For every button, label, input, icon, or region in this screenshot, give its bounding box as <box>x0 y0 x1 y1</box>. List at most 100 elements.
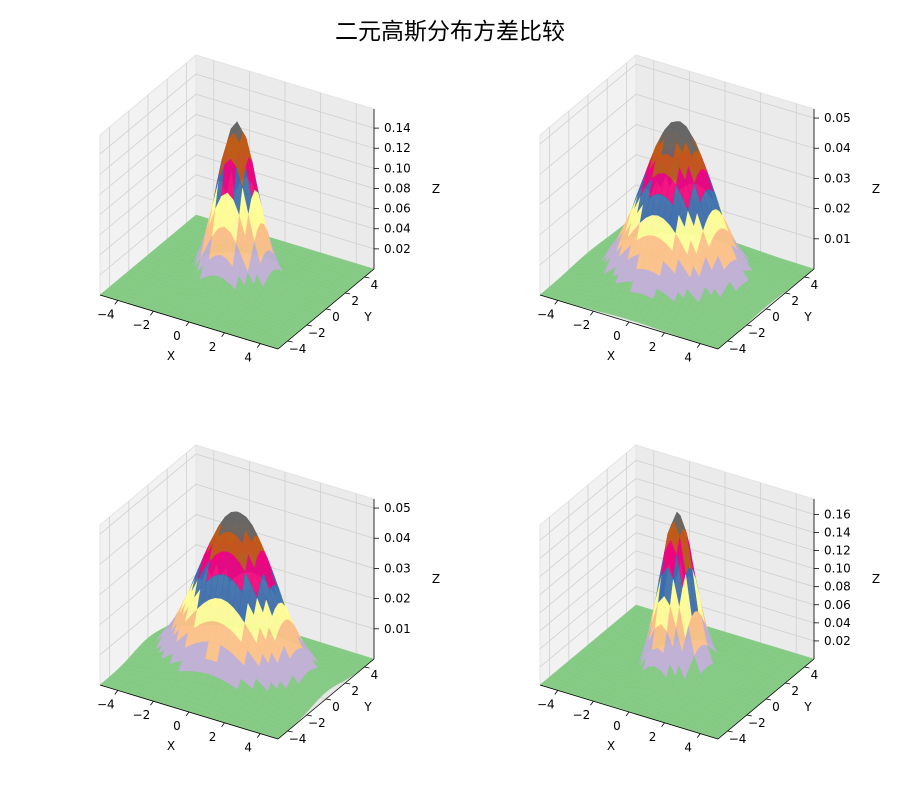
x-tick-label: −4 <box>537 307 555 321</box>
surface <box>99 121 375 350</box>
grid-line <box>99 453 375 535</box>
z-tick-label: 0.03 <box>384 561 411 575</box>
x-tick <box>661 332 665 338</box>
y-axis-label: Y <box>363 700 372 714</box>
x-tick-label: 0 <box>173 329 181 343</box>
z-tick-label: 0.02 <box>384 242 411 256</box>
z-tick-label: 0.12 <box>384 141 411 155</box>
x-tick <box>114 300 119 305</box>
y-tick-label: 0 <box>332 310 340 324</box>
y-axis-label: Y <box>363 310 372 324</box>
y-axis-label: Y <box>803 700 812 714</box>
z-tick-label: 0.04 <box>384 531 411 545</box>
z-tick-label: 0.12 <box>824 544 851 558</box>
y-tick <box>785 292 791 295</box>
x-tick-label: 4 <box>684 351 692 365</box>
x-tick-label: 0 <box>173 719 181 733</box>
x-tick <box>696 733 701 738</box>
x-tick <box>221 722 225 728</box>
z-tick-label: 0.05 <box>824 111 851 125</box>
x-tick-label: −2 <box>133 318 151 332</box>
y-tick-label: −4 <box>289 732 307 746</box>
y-tick-label: 2 <box>791 294 799 308</box>
grid-line <box>539 184 815 266</box>
x-axis-label: X <box>167 349 175 363</box>
grid-line <box>99 174 375 256</box>
y-tick-label: 0 <box>772 700 780 714</box>
x-tick-label: −2 <box>573 318 591 332</box>
x-tick <box>554 300 559 305</box>
y-tick <box>364 666 370 669</box>
x-tick <box>256 733 261 738</box>
z-tick-label: 0.05 <box>384 501 411 515</box>
z-tick-label: 0.01 <box>384 622 411 636</box>
y-tick-label: 4 <box>811 668 819 682</box>
z-tick-label: 0.04 <box>824 141 851 155</box>
y-tick-label: 2 <box>351 294 359 308</box>
y-tick <box>785 682 791 685</box>
x-tick-label: 4 <box>244 741 252 755</box>
z-tick-label: 0.10 <box>824 562 851 576</box>
x-tick <box>150 310 154 316</box>
z-tick-label: 0.02 <box>824 202 851 216</box>
grid-line <box>99 73 375 155</box>
z-tick-label: 0.14 <box>384 121 411 135</box>
y-tick-label: −4 <box>729 342 747 356</box>
x-tick-label: 2 <box>649 340 657 354</box>
z-tick-label: 0.03 <box>824 171 851 185</box>
y-tick <box>345 292 351 295</box>
x-tick <box>625 321 630 327</box>
x-tick-label: 0 <box>613 329 621 343</box>
grid-line <box>99 544 375 625</box>
z-tick-label: 0.04 <box>384 222 411 236</box>
x-tick-label: −4 <box>537 697 555 711</box>
y-tick-label: −2 <box>308 326 326 340</box>
grid-line <box>99 154 375 235</box>
z-tick-label: 0.01 <box>824 232 851 246</box>
y-tick <box>765 308 772 311</box>
y-tick-label: 4 <box>811 278 819 292</box>
z-tick-label: 0.06 <box>824 598 851 612</box>
x-tick-label: 2 <box>649 730 657 744</box>
y-tick <box>765 698 772 701</box>
y-tick-label: 4 <box>371 278 379 292</box>
grid-line <box>539 123 815 205</box>
y-tick <box>804 666 810 669</box>
y-tick <box>746 324 752 327</box>
y-tick <box>287 340 293 343</box>
y-tick <box>727 340 733 343</box>
y-tick <box>325 308 332 311</box>
y-tick-label: −2 <box>748 716 766 730</box>
z-tick-label: 0.08 <box>384 181 411 195</box>
y-tick-label: −2 <box>308 716 326 730</box>
grid-line <box>99 113 375 195</box>
x-tick-label: 4 <box>684 741 692 755</box>
x-tick-label: −2 <box>573 708 591 722</box>
x-tick-label: 2 <box>209 340 217 354</box>
y-tick-label: 2 <box>791 684 799 698</box>
surface <box>99 511 375 740</box>
x-tick <box>590 310 594 316</box>
y-axis-label: Y <box>803 310 812 324</box>
grid-line <box>99 513 375 595</box>
y-tick <box>325 698 332 701</box>
x-tick <box>221 332 225 338</box>
z-tick-label: 0.10 <box>384 161 411 175</box>
z-tick-label: 0.06 <box>384 202 411 216</box>
x-tick <box>185 711 190 717</box>
x-axis-label: X <box>167 739 175 753</box>
x-tick-label: 2 <box>209 730 217 744</box>
y-tick-label: −2 <box>748 326 766 340</box>
x-tick <box>661 722 665 728</box>
grid-line <box>99 134 375 215</box>
x-tick <box>590 700 594 706</box>
x-tick-label: −4 <box>97 697 115 711</box>
x-tick-label: −2 <box>133 708 151 722</box>
y-tick-label: 2 <box>351 684 359 698</box>
grid-line <box>539 154 815 235</box>
